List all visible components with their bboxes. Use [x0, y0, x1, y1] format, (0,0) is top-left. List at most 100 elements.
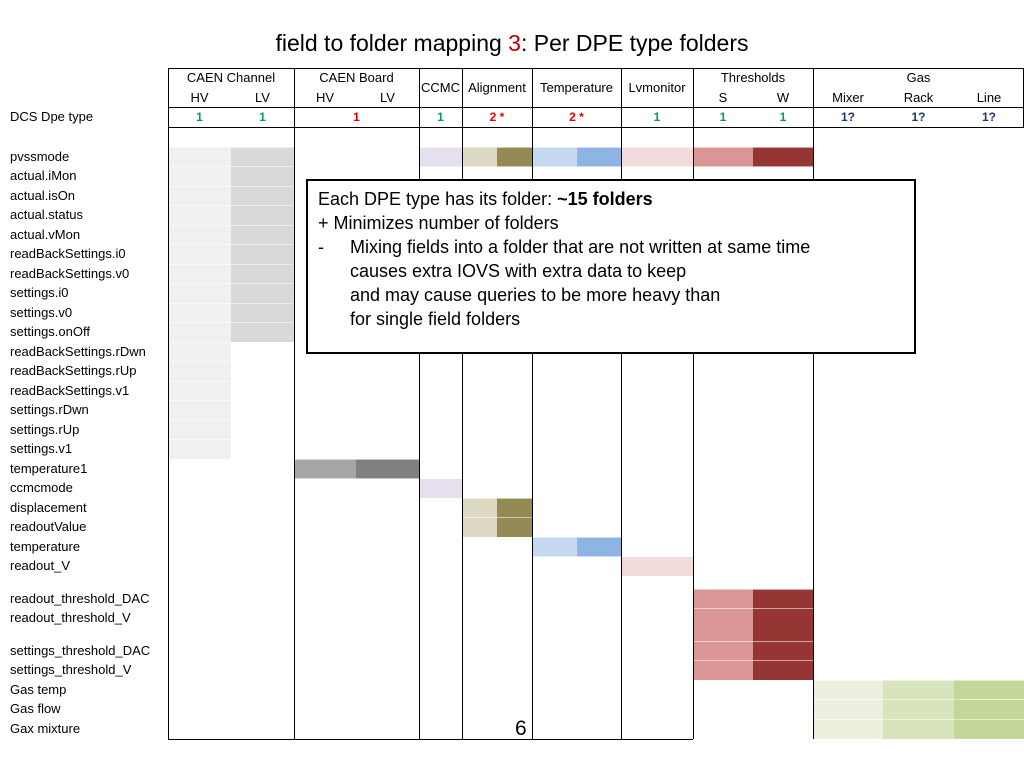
grid-line [168, 739, 693, 740]
page-number: 6 [515, 717, 527, 740]
field-label: temperature [10, 538, 81, 554]
header-thresholds-s: S [718, 90, 728, 105]
field-label: readBackSettings.rUp [10, 363, 137, 378]
row-divider [168, 517, 1024, 518]
dpe-value: 1 [259, 110, 266, 124]
field-label: actual.status [10, 207, 83, 222]
row-divider [168, 166, 1024, 167]
field-label: settings_threshold_V [10, 662, 132, 677]
grid-line [168, 107, 1024, 108]
row-divider [168, 380, 1024, 382]
grid-line [168, 127, 1024, 128]
row-divider [168, 400, 1024, 401]
cell-gas-mixer [813, 680, 883, 739]
field-label: Gax mixture [10, 720, 81, 736]
field-label: settings.rDwn [10, 402, 89, 417]
row-divider [168, 718, 1024, 720]
dpe-value: 1? [911, 110, 926, 124]
row-divider [168, 608, 1024, 609]
dpe-value: 1 [437, 110, 444, 124]
cell-pvssmode-ccmc [419, 147, 462, 167]
header-gas: Gas [906, 70, 931, 85]
header-lvmonitor: Lvmonitor [628, 80, 686, 95]
row-divider [168, 458, 1024, 460]
field-label: readout_threshold_DAC [10, 590, 150, 606]
field-label: temperature1 [10, 460, 88, 476]
callout-line-1: Each DPE type has its folder: ~15 folder… [318, 189, 653, 209]
header-gas-rack: Rack [903, 90, 934, 105]
dpe-value: 2 * [489, 110, 505, 124]
header-caen-board-hv: HV [315, 90, 335, 105]
cell-pvssmode-temp-2 [577, 147, 621, 167]
header-caen-board: CAEN Board [319, 70, 394, 85]
row-divider [168, 679, 1024, 681]
field-label: displacement [10, 499, 87, 515]
field-label: ccmcmode [10, 480, 73, 495]
header-alignment: Alignment [468, 80, 526, 95]
dpe-value: 1 [353, 110, 360, 124]
callout-line-4: causes extra IOVS with extra data to kee… [350, 261, 687, 281]
cell-board-hv [294, 459, 356, 479]
dpe-value: 1 [653, 110, 661, 124]
dpe-value: 1 [196, 110, 203, 124]
header-caen-channel: CAEN Channel [186, 70, 276, 85]
cell-board-lv [356, 459, 419, 479]
field-label: actual.iMon [10, 168, 77, 183]
callout-line-3: - Mixing fields into a folder that are no… [318, 237, 811, 257]
cell-temp-2 [577, 537, 621, 557]
header-ccmc: CCMC [421, 80, 460, 95]
grid-line [168, 68, 1024, 69]
row-divider [168, 361, 1024, 362]
row-divider [168, 699, 1024, 700]
field-label: actual.vMon [10, 226, 81, 242]
field-label: readBackSettings.rDwn [10, 343, 146, 359]
row-divider [168, 497, 1024, 499]
cell-thr-s [693, 589, 753, 680]
dpe-value: 1 [779, 110, 787, 124]
header-caen-board-lv: LV [380, 90, 395, 105]
header-thresholds-w: W [776, 90, 790, 105]
grid-line [419, 68, 420, 739]
dpe-value: 2 * [569, 110, 584, 124]
cell-pvssmode-temp-1 [532, 147, 577, 167]
cell-thr-w [753, 589, 813, 680]
cell-pvssmode-thr-s [693, 147, 753, 167]
row-divider [168, 419, 1024, 421]
grid-line [813, 68, 814, 739]
field-label: readout_V [10, 558, 70, 573]
cell-pvssmode-align-2 [497, 147, 532, 167]
field-label: readBackSettings.v0 [10, 265, 130, 281]
header-gas-mixer: Mixer [832, 90, 864, 105]
grid-line [462, 68, 463, 739]
header-temperature: Temperature [540, 80, 613, 95]
cell-lvmon [621, 556, 693, 576]
row-divider [168, 588, 1024, 590]
grid-line [294, 68, 295, 739]
field-label: readoutValue [10, 519, 87, 534]
field-label: settings_threshold_DAC [10, 642, 151, 658]
header-gas-line: Line [976, 90, 1002, 105]
cell-pvssmode-lvmon [621, 147, 693, 167]
field-label: readBackSettings.v1 [10, 382, 130, 398]
field-label: readout_threshold_V [10, 610, 131, 625]
cell-pvssmode-align-1 [462, 147, 497, 167]
cell-gas-line [954, 680, 1024, 739]
field-label: Gas temp [10, 681, 67, 697]
header-caen-channel-hv: HV [190, 90, 209, 105]
dpe-row-label: DCS Dpe type [10, 109, 94, 124]
callout-line-2: + Minimizes number of folders [318, 213, 559, 233]
callout-line-5: and may cause queries to be more heavy t… [350, 285, 721, 305]
page-title: field to folder mapping 3: Per DPE type … [275, 30, 749, 56]
row-divider [168, 640, 1024, 642]
grid-line [621, 68, 622, 739]
field-label: settings.rUp [10, 421, 80, 437]
field-label: settings.onOff [10, 324, 90, 339]
header-caen-channel-lv: LV [255, 90, 270, 105]
cell-gas-rack [883, 680, 954, 739]
grid-line [532, 68, 533, 739]
header-thresholds: Thresholds [720, 70, 786, 85]
cell-temp-1 [532, 537, 577, 557]
row-divider [168, 556, 1024, 557]
field-label: pvssmode [10, 148, 70, 164]
row-divider [168, 439, 1024, 440]
